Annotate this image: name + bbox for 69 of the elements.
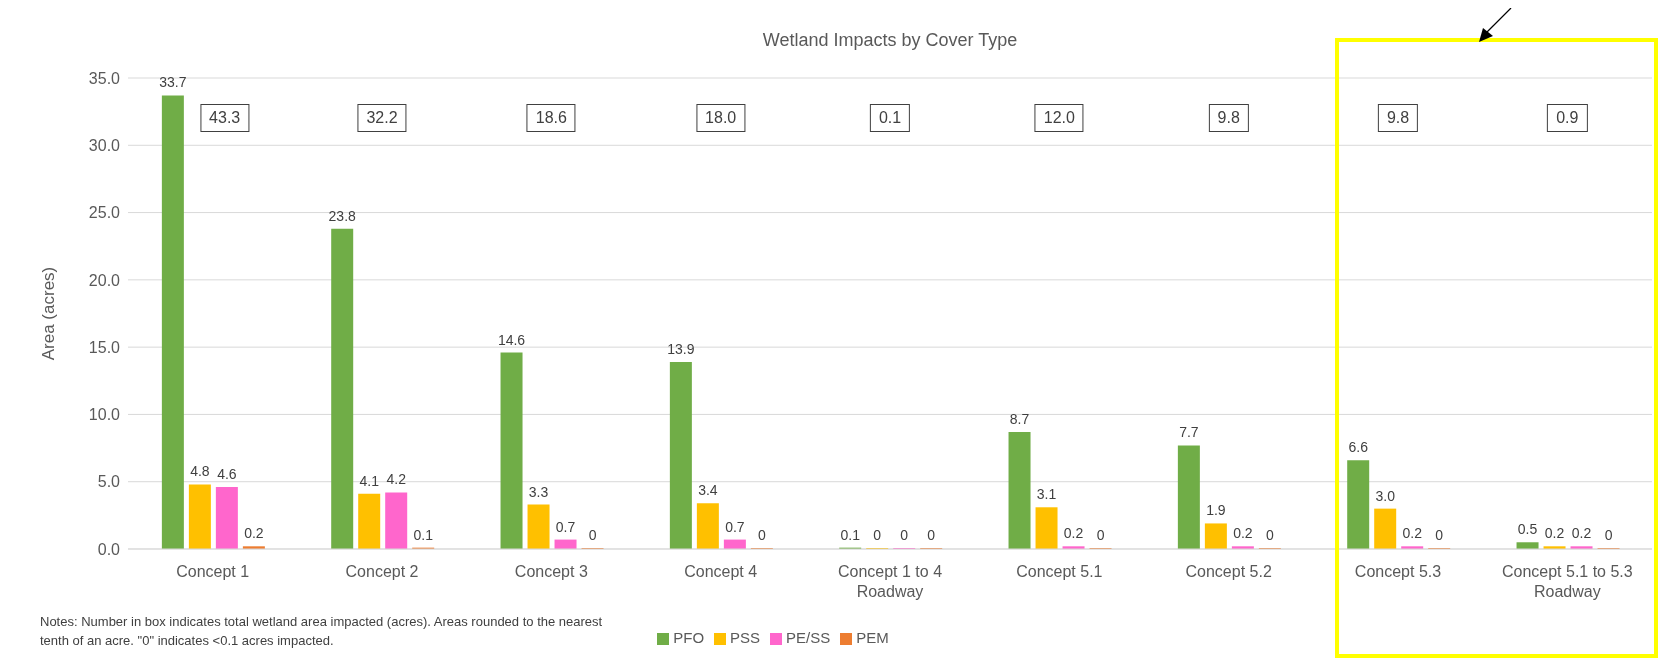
data-label: 4.1 xyxy=(359,472,380,489)
data-label: 0.2 xyxy=(1571,525,1592,542)
data-label: 0.2 xyxy=(1233,525,1253,542)
annotation: 9.8 xyxy=(1208,104,1249,132)
data-label: 0.7 xyxy=(725,518,745,535)
y-tick-label: 10.0 xyxy=(88,406,121,424)
annotation: 12.0 xyxy=(1034,104,1084,132)
x-tick-label: Concept 1 to 4 Roadway xyxy=(837,563,943,600)
data-label: 0 xyxy=(1265,527,1274,543)
legend-label: PE/SS xyxy=(786,629,831,646)
data-label: 23.8 xyxy=(328,207,357,224)
annotation: 43.3 xyxy=(200,104,250,132)
legend-label: PSS xyxy=(730,629,761,646)
y-tick-label: 25.0 xyxy=(88,204,121,222)
y-axis-title: Area (acres) xyxy=(39,266,59,361)
x-tick-label: Concept 3 xyxy=(514,563,588,580)
y-tick-label: 15.0 xyxy=(88,338,121,356)
annotation: 0.1 xyxy=(869,104,911,132)
data-label: 0 xyxy=(588,527,597,543)
data-label: 0 xyxy=(1435,527,1444,543)
chart-title: Wetland Impacts by Cover Type xyxy=(761,30,1019,51)
data-label: 0 xyxy=(757,527,766,543)
data-label: 0.2 xyxy=(1544,525,1565,542)
y-tick-label: 0.0 xyxy=(97,540,121,558)
y-tick-label: 35.0 xyxy=(88,69,121,87)
data-label: 0 xyxy=(900,527,909,543)
data-label: 0.1 xyxy=(413,526,434,543)
annotation: 0.9 xyxy=(1547,104,1588,132)
data-label: 0 xyxy=(927,527,936,543)
data-label: 3.1 xyxy=(1036,486,1057,503)
legend-label: PEM xyxy=(856,629,889,646)
annotation: 32.2 xyxy=(357,104,407,132)
x-tick-label: Concept 5.1 to 5.3 Roadway xyxy=(1501,563,1633,600)
data-label: 33.7 xyxy=(159,74,187,91)
data-label: 6.6 xyxy=(1348,439,1369,456)
annotation: 18.6 xyxy=(526,104,576,132)
data-label: 7.7 xyxy=(1179,424,1199,441)
data-label: 13.9 xyxy=(667,340,695,357)
data-label: 3.0 xyxy=(1375,487,1396,504)
x-tick-label: Concept 5.3 xyxy=(1354,563,1442,580)
data-label: 4.8 xyxy=(190,463,210,480)
annotation: 18.0 xyxy=(696,104,746,132)
data-label: 0 xyxy=(1604,527,1613,543)
text: Notes: Number in box indicates total wetland area impacted (acres). Areas rounded to the nearest tenth of an acre. "0" indicates <0.1 acres impacted. xyxy=(40,613,604,650)
x-tick-label: Concept 1 xyxy=(176,563,250,580)
data-label: 4.6 xyxy=(217,466,237,483)
data-label: 0 xyxy=(873,527,882,543)
legend-label: PFO xyxy=(673,629,705,646)
data-label: 0.1 xyxy=(840,526,861,543)
data-label: 0.5 xyxy=(1517,521,1538,538)
y-tick-label: 5.0 xyxy=(97,473,121,491)
x-tick-label: Concept 5.2 xyxy=(1185,563,1272,580)
y-tick-label: 30.0 xyxy=(88,136,121,154)
y-tick-label: 20.0 xyxy=(88,271,121,289)
data-label: 1.9 xyxy=(1206,502,1226,519)
data-label: 0.2 xyxy=(1063,525,1084,542)
data-label: 0.2 xyxy=(1402,525,1423,542)
x-tick-label: Concept 2 xyxy=(345,563,419,580)
data-label: 3.3 xyxy=(528,483,549,500)
data-label: 8.7 xyxy=(1009,410,1030,427)
data-label: 0 xyxy=(1096,527,1105,543)
x-tick-label: Concept 5.1 xyxy=(1016,563,1103,580)
data-label: 0.7 xyxy=(555,518,576,535)
data-label: 0.2 xyxy=(244,525,264,542)
x-tick-label: Concept 4 xyxy=(684,563,758,580)
data-label: 14.6 xyxy=(497,331,526,348)
data-label: 4.2 xyxy=(386,471,407,488)
data-label: 3.4 xyxy=(698,482,718,499)
annotation: 9.8 xyxy=(1377,104,1419,132)
